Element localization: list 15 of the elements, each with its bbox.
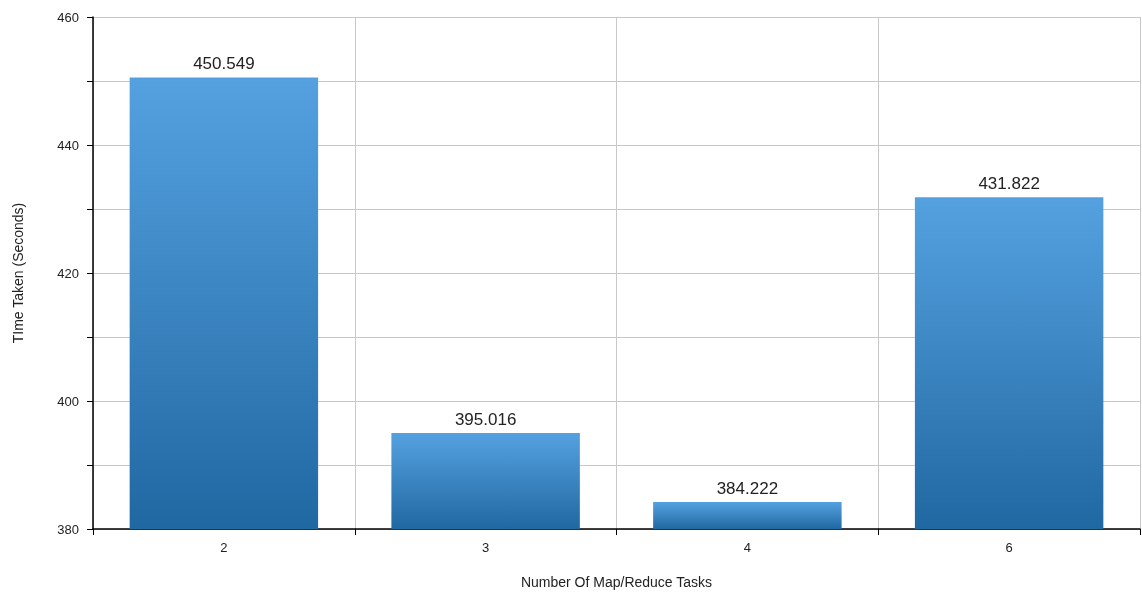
x-tick-label: 6 [1005, 540, 1013, 555]
x-axis-title: Number Of Map/Reduce Tasks [520, 574, 713, 590]
data-label: 395.016 [454, 409, 517, 429]
y-tick-label: 420 [57, 265, 79, 281]
y-axis-title: TIme Taken (Seconds) [10, 202, 26, 344]
x-tick-label: 3 [482, 540, 490, 555]
data-label: 450.549 [193, 54, 255, 74]
x-tick-label: 2 [220, 540, 228, 555]
y-tick-label: 460 [57, 9, 79, 25]
y-tick-label: 400 [57, 393, 79, 409]
y-tick-label: 380 [57, 521, 79, 537]
x-tick-label: 4 [743, 540, 751, 555]
data-label: 384.222 [716, 478, 779, 498]
data-label: 431.822 [978, 174, 1040, 194]
y-tick-label: 440 [57, 137, 79, 153]
